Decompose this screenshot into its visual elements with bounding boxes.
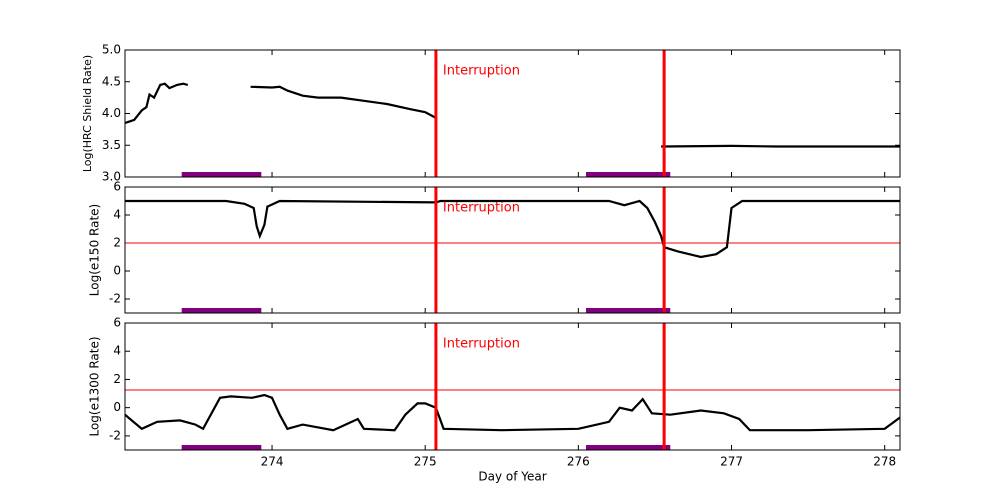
y-tick-label: 4	[113, 208, 121, 222]
plot-frame	[124, 322, 901, 451]
y-tick-label: 6	[113, 316, 121, 330]
y-tick-label: 0	[113, 400, 121, 414]
y-tick-label: 3.0	[102, 170, 121, 184]
annotation: Interruption	[443, 64, 520, 79]
data-line	[125, 199, 900, 259]
plot-frame	[124, 186, 901, 314]
y-tick-label: -2	[109, 292, 121, 306]
y-tick-label: 4.5	[102, 74, 121, 88]
highlight-bar	[181, 308, 262, 313]
x-tick-label: 275	[414, 455, 437, 469]
data-line	[124, 393, 901, 432]
x-tick-label: 274	[261, 455, 284, 469]
x-axis-label: Day of Year	[478, 470, 546, 484]
y-tick-label: 3.5	[102, 138, 121, 152]
plot-frame	[124, 49, 901, 178]
y-tick-label: 5.0	[102, 43, 121, 57]
y-tick-label: 4	[113, 344, 121, 358]
highlight-bar	[181, 445, 262, 450]
x-tick-label: 277	[720, 455, 743, 469]
y-axis-label: Log(HRC Shield Rate)	[81, 55, 94, 172]
y-axis-label: Log(e150 Rate)	[88, 204, 102, 296]
highlight-bar	[586, 172, 671, 177]
data-line	[124, 82, 900, 148]
y-tick-label: 0	[113, 264, 121, 278]
annotation: Interruption	[443, 337, 520, 352]
highlight-bar	[586, 308, 671, 313]
y-tick-label: 2	[113, 236, 121, 250]
highlight-bar	[586, 445, 671, 450]
y-axis-label: Log(e1300 Rate)	[88, 336, 102, 436]
y-tick-label: -2	[109, 428, 121, 442]
x-tick-label: 278	[873, 455, 896, 469]
y-tick-label: 4.0	[102, 106, 121, 120]
highlight-bar	[181, 172, 262, 177]
y-tick-label: 6	[113, 180, 121, 194]
annotation: Interruption	[443, 201, 520, 216]
x-tick-label: 276	[567, 455, 590, 469]
y-tick-label: 2	[113, 372, 121, 386]
